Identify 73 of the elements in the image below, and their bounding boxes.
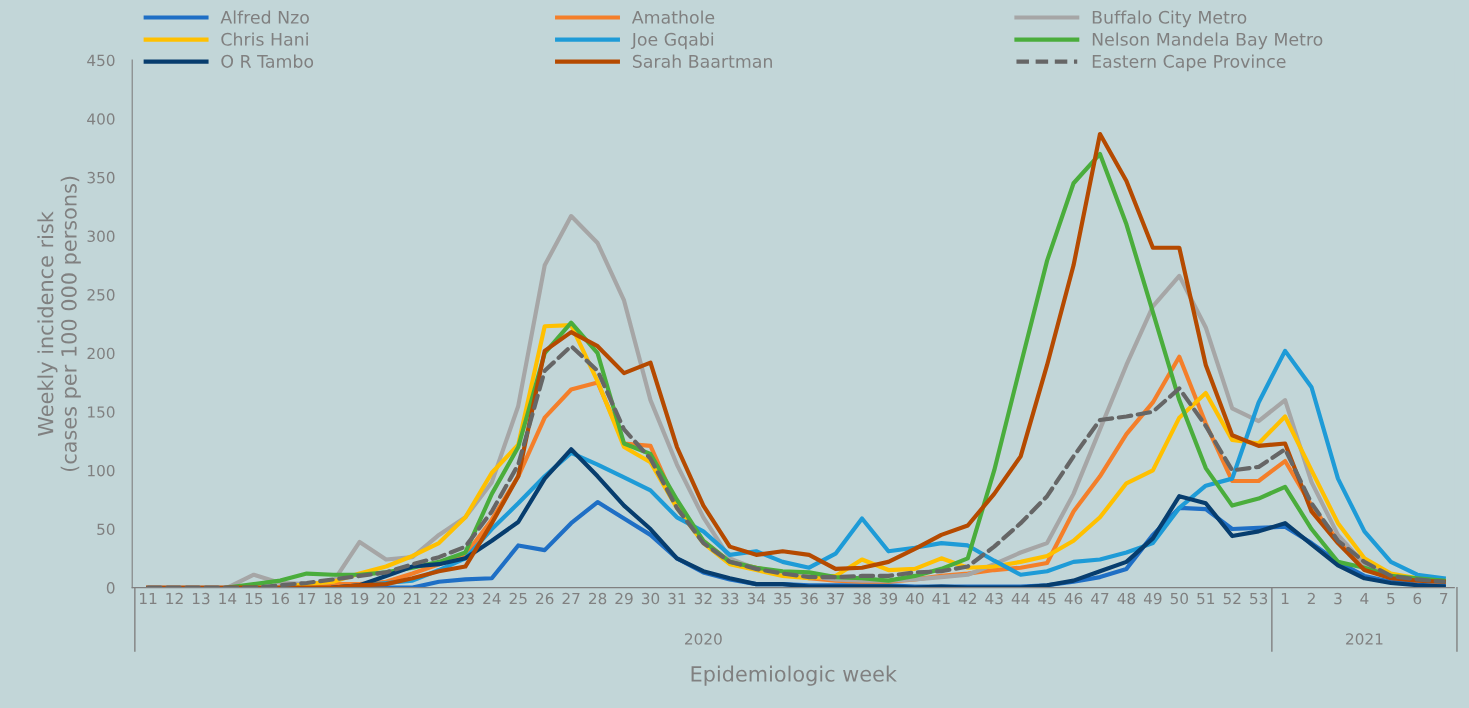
x-tick-label: 34 <box>747 592 766 605</box>
text: 2021 <box>1346 633 1383 645</box>
x-tick-label: 11 <box>140 592 157 605</box>
x-tick-label: 37 <box>827 592 844 605</box>
x-tick-label: 52 <box>1223 592 1241 605</box>
x-tick-label: 25 <box>509 592 527 605</box>
x-tick-label: 1 <box>1281 592 1289 605</box>
y-tick-label: 200 <box>87 347 115 360</box>
x-tick-label: 42 <box>958 592 976 605</box>
x-tick-label: 53 <box>1250 592 1268 605</box>
legend-label: Nelson Mandela Bay Metro <box>1092 32 1323 50</box>
x-tick-label: 29 <box>615 592 633 605</box>
legend-label: Alfred Nzo <box>220 10 309 24</box>
x-tick-label: 12 <box>166 592 183 605</box>
x-tick-label: 4 <box>1360 592 1369 605</box>
x-tick-label: 15 <box>245 592 263 605</box>
legend-label: Buffalo City Metro <box>1092 10 1247 28</box>
x-tick-label: 46 <box>1064 592 1083 605</box>
x-tick-label: 39 <box>879 592 898 605</box>
y-tick-label: 350 <box>87 171 115 184</box>
x-tick-label: 41 <box>932 592 950 605</box>
x-tick-label: 38 <box>853 592 871 605</box>
x-tick-label: 35 <box>774 592 792 605</box>
legend-label: Eastern Cape Province <box>1092 54 1286 72</box>
x-tick-label: 27 <box>562 592 580 605</box>
x-tick-label: 50 <box>1170 592 1189 605</box>
y-tick-label: 50 <box>97 523 115 536</box>
legend-label: Joe Gqabi <box>630 32 714 50</box>
legend-label: O R Tambo <box>221 54 314 68</box>
x-tick-label: 3 <box>1334 592 1342 605</box>
x-tick-label: 32 <box>694 592 712 605</box>
x-tick-label: 6 <box>1413 592 1422 605</box>
y-tick-label: 400 <box>87 113 115 125</box>
x-tick-label: 16 <box>272 592 290 605</box>
x-tick-label: 7 <box>1440 592 1448 605</box>
y-tick-label: 250 <box>87 289 115 301</box>
y-tick-label: 150 <box>88 406 115 418</box>
y-axis-title: Weekly incidence risk (cases per 100 000 persons) <box>37 176 81 472</box>
x-tick-label: 30 <box>641 592 660 605</box>
x-tick-label: 40 <box>905 592 924 605</box>
x-tick-label: 23 <box>456 592 474 605</box>
y-tick-label: 0 <box>106 582 115 594</box>
x-tick-label: 43 <box>985 592 1003 605</box>
x-tick-label: 24 <box>483 592 501 605</box>
y-tick-label: 300 <box>87 230 115 243</box>
legend-label: Chris Hani <box>221 32 308 46</box>
x-tick-label: 36 <box>800 592 818 605</box>
x-tick-label: 17 <box>298 592 316 605</box>
x-tick-label: 2 <box>1307 592 1315 605</box>
x-tick-label: 18 <box>325 592 342 605</box>
x-tick-label: 31 <box>668 592 686 605</box>
y-tick-label: 450 <box>87 54 115 67</box>
x-tick-label: 13 <box>192 592 210 605</box>
x-tick-label: 49 <box>1143 592 1162 605</box>
x-tick-label: 45 <box>1038 592 1056 605</box>
x-tick-label: 33 <box>721 592 739 605</box>
x-tick-label: 22 <box>430 592 448 605</box>
y-tick-label: 100 <box>88 464 115 477</box>
x-tick-label: 5 <box>1387 592 1395 605</box>
x-tick-label: 19 <box>351 592 369 605</box>
x-tick-label: 44 <box>1011 592 1030 605</box>
x-tick-label: 14 <box>219 592 237 605</box>
x-tick-label: 51 <box>1197 592 1215 605</box>
x-tick-label: 47 <box>1091 592 1109 605</box>
x-tick-label: 20 <box>377 592 395 605</box>
legend-label: Amathole <box>631 10 715 24</box>
x-axis-title: Epidemiologic week <box>691 665 897 686</box>
text: 2020 <box>685 633 722 645</box>
x-tick-label: 21 <box>403 592 421 605</box>
x-tick-label: 48 <box>1117 592 1136 605</box>
legend-label: Sarah Baartman <box>632 54 772 68</box>
x-tick-label: 26 <box>536 592 554 605</box>
x-tick-label: 28 <box>588 592 607 605</box>
